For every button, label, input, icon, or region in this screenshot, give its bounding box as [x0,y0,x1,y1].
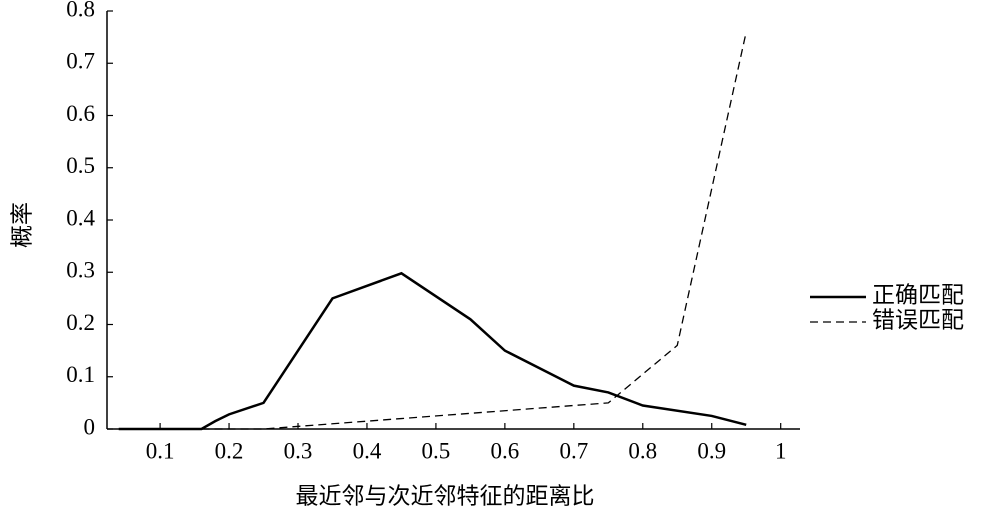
x-tick-label: 0.7 [559,438,588,463]
x-tick-label: 0.6 [490,438,519,463]
x-tick-label: 0.9 [697,438,726,463]
x-tick-label: 1 [775,438,787,463]
legend-label: 正确匹配 [872,282,964,307]
legend-label: 错误匹配 [872,307,964,332]
x-tick-label: 0.4 [353,438,382,463]
y-tick-label: 0.1 [66,362,95,387]
y-tick-label: 0.2 [66,310,95,335]
x-tick-label: 0.5 [422,438,451,463]
data-line [118,271,747,431]
y-tick-label: 0 [84,414,96,439]
x-axis-label: 最近邻与次近邻特征的距离比 [296,483,595,508]
data-line [201,31,747,430]
y-tick-label: 0.3 [66,258,95,283]
x-tick-label: 0.3 [284,438,313,463]
y-tick-label: 0.4 [66,205,95,230]
y-axis-label: 概率 [9,202,34,248]
y-tick-label: 0.8 [66,0,95,21]
x-tick-label: 0.2 [215,438,244,463]
x-tick-label: 0.8 [628,438,657,463]
y-tick-label: 0.5 [66,153,95,178]
y-tick-label: 0.6 [66,101,95,126]
x-tick-label: 0.1 [146,438,175,463]
y-tick-label: 0.7 [66,49,95,74]
